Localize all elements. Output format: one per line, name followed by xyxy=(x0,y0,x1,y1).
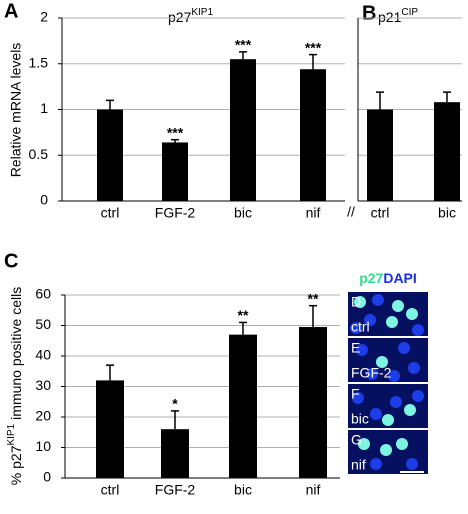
y-tick-label: 1.5 xyxy=(29,54,49,70)
x-tick-label: nif xyxy=(306,205,321,221)
bar xyxy=(162,142,188,201)
cell xyxy=(412,324,424,336)
significance: * xyxy=(172,396,178,412)
cell xyxy=(398,342,410,354)
title-main: p21 xyxy=(378,9,402,25)
image-letter: G xyxy=(351,432,362,448)
y-tick-label: 30 xyxy=(35,377,51,393)
image-label: FGF-2 xyxy=(351,365,392,381)
image-letter: F xyxy=(351,386,360,402)
x-tick-label: ctrl xyxy=(371,205,390,221)
y-tick-label: 0.5 xyxy=(29,146,49,162)
x-tick-label: ctrl xyxy=(101,482,120,498)
y-tick-label: 50 xyxy=(35,316,51,332)
cell xyxy=(358,438,370,450)
bar xyxy=(97,109,123,201)
cell xyxy=(382,414,394,426)
bar xyxy=(96,380,124,478)
cell xyxy=(396,438,408,450)
cell xyxy=(404,404,416,416)
y-tick-label: 20 xyxy=(35,408,51,424)
image-letter: D xyxy=(351,294,361,310)
y-tick-label: 1 xyxy=(40,100,48,116)
cell xyxy=(370,458,382,470)
cell xyxy=(380,444,392,456)
y-tick-label: 0 xyxy=(40,192,48,208)
significance: ** xyxy=(308,290,319,306)
title-main: p27 xyxy=(168,9,192,25)
cell xyxy=(376,356,388,368)
y-label-main: % p27 xyxy=(8,445,24,485)
image-label: nif xyxy=(351,457,366,473)
bar xyxy=(229,334,257,478)
significance: *** xyxy=(235,37,252,53)
significance: *** xyxy=(305,39,322,55)
y-tick-label: 10 xyxy=(35,438,51,454)
x-tick-label: bic xyxy=(234,482,252,498)
panel-letter: C xyxy=(4,250,18,272)
bar xyxy=(434,102,460,201)
significance: *** xyxy=(167,124,184,140)
header-green: p27 xyxy=(359,270,383,286)
y-axis-label: % p27KIP1 immuno positive cells xyxy=(6,287,24,485)
title-sup: CIP xyxy=(401,7,418,18)
cell xyxy=(388,370,400,382)
bar xyxy=(161,429,189,478)
y-tick-label: 40 xyxy=(35,347,51,363)
header-blue: DAPI xyxy=(383,270,416,286)
cell xyxy=(390,396,402,408)
image-label: bic xyxy=(351,411,369,427)
cell xyxy=(412,390,424,402)
y-label-rest: immuno positive cells xyxy=(8,287,24,420)
cell xyxy=(386,316,398,328)
cell xyxy=(406,458,418,470)
x-tick-label: FGF-2 xyxy=(155,205,196,221)
x-tick-label: ctrl xyxy=(101,205,120,221)
cell xyxy=(350,322,362,334)
bar xyxy=(299,327,327,478)
cell xyxy=(408,362,420,374)
y-tick-label: 2 xyxy=(40,9,48,25)
cell xyxy=(352,392,364,404)
cell xyxy=(356,344,368,356)
panel-letter: B xyxy=(362,2,376,24)
bar xyxy=(300,69,326,202)
panel-letter: A xyxy=(4,0,18,22)
title-sup: KIP1 xyxy=(191,7,213,18)
axis-break: // xyxy=(347,204,355,220)
cell xyxy=(366,368,378,380)
cell xyxy=(354,296,366,308)
chart-title: p27KIP1 xyxy=(168,7,213,25)
x-tick-label: FGF-2 xyxy=(155,482,196,498)
cell xyxy=(392,300,404,312)
bar xyxy=(230,59,256,201)
image-label: ctrl xyxy=(351,319,370,335)
y-tick-label: 0 xyxy=(43,469,51,485)
bar xyxy=(367,109,393,201)
y-tick-label: 60 xyxy=(35,286,51,302)
cell xyxy=(364,314,376,326)
image-header: p27DAPI xyxy=(359,270,417,286)
x-tick-label: bic xyxy=(438,205,456,221)
cell xyxy=(372,294,384,306)
y-label-sup: KIP1 xyxy=(6,423,17,445)
y-axis-label: Relative mRNA levels xyxy=(8,43,24,178)
chart-title: p21CIP xyxy=(378,7,418,25)
significance: ** xyxy=(238,307,249,323)
x-tick-label: bic xyxy=(234,205,252,221)
x-tick-label: nif xyxy=(306,482,321,498)
image-letter: E xyxy=(351,340,360,356)
cell xyxy=(370,408,382,420)
cell xyxy=(406,308,418,320)
